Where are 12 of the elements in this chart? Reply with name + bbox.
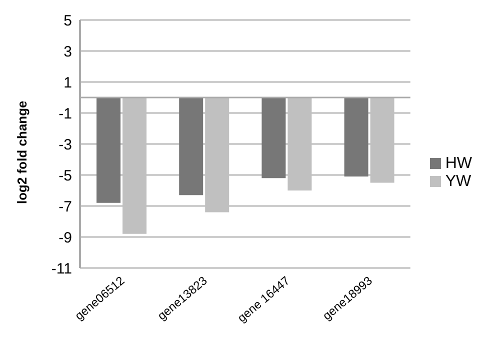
legend-label: HW [445,155,472,172]
legend-label: YW [445,173,472,190]
y-tick-label: -5 [58,167,72,184]
y-tick-label: -9 [58,229,72,246]
y-tick-label: 5 [64,12,72,30]
y-axis-title: log2 fold change [14,100,30,204]
y-tick-label: -7 [58,198,72,216]
y-tick-label: 3 [64,43,72,60]
y-tick-label: -11 [51,260,72,278]
y-tick-label: 1 [64,74,72,92]
y-tick-label: -3 [58,136,72,154]
y-tick-label: -1 [58,105,72,122]
